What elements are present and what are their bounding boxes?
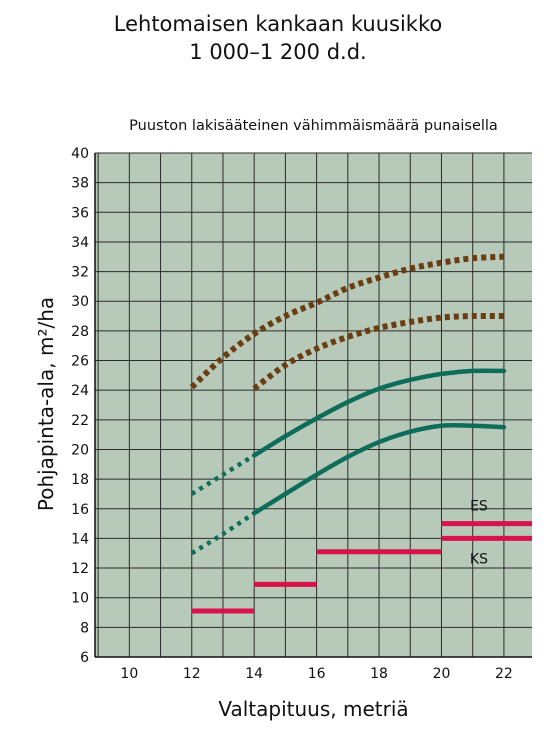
- y-tick-label: 38: [71, 176, 89, 192]
- x-tick-label: 16: [308, 666, 326, 682]
- y-tick-label: 20: [71, 442, 89, 458]
- y-tick-label: 34: [71, 235, 89, 251]
- x-tick-label: 18: [370, 666, 388, 682]
- x-tick-label: 22: [495, 666, 513, 682]
- series-line-upper-green-dotted-part: [190, 453, 256, 496]
- y-tick-label: 12: [71, 561, 89, 577]
- chart-subtitle: Puuston lakisääteinen vähimmäismäärä pun…: [129, 118, 498, 134]
- y-tick-label: 14: [71, 531, 89, 547]
- annotation-ks: KS: [470, 551, 488, 567]
- series-line-lower-green: [251, 423, 507, 516]
- y-tick-label: 6: [80, 650, 89, 666]
- series-line-lower-green-dotted-part: [190, 511, 256, 556]
- plot-background: [95, 153, 532, 657]
- y-tick-label: 22: [71, 413, 89, 429]
- y-axis-label: Pohjapinta-ala, m²/ha: [34, 296, 58, 512]
- x-tick-label: 20: [433, 666, 451, 682]
- series-line-lower-brown-dotted: [252, 312, 504, 392]
- y-tick-label: 24: [71, 383, 89, 399]
- chart-title-line2: 1 000–1 200 d.d.: [189, 40, 367, 64]
- annotation-es: ES: [470, 499, 488, 515]
- series-line-upper-green: [251, 368, 507, 458]
- x-tick-label: 14: [245, 666, 263, 682]
- y-tick-label: 16: [71, 502, 89, 518]
- x-tick-label: 10: [120, 666, 138, 682]
- x-axis-label: Valtapituus, metriä: [218, 697, 409, 721]
- y-tick-label: 10: [71, 591, 89, 607]
- x-tick-label: 12: [183, 666, 201, 682]
- y-tick-label: 30: [71, 294, 89, 310]
- chart-title: Lehtomaisen kankaan kuusikko: [113, 12, 443, 36]
- y-tick-label: 26: [71, 354, 89, 370]
- y-tick-label: 8: [80, 620, 89, 636]
- y-tick-label: 32: [71, 265, 89, 281]
- y-tick-label: 40: [71, 146, 89, 162]
- y-tick-label: 28: [71, 324, 89, 340]
- y-tick-label: 18: [71, 472, 89, 488]
- y-tick-label: 36: [71, 205, 89, 221]
